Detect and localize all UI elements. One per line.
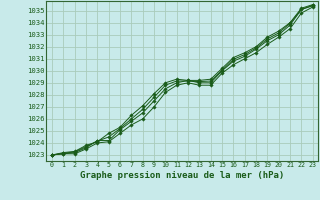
X-axis label: Graphe pression niveau de la mer (hPa): Graphe pression niveau de la mer (hPa) [80, 171, 284, 180]
